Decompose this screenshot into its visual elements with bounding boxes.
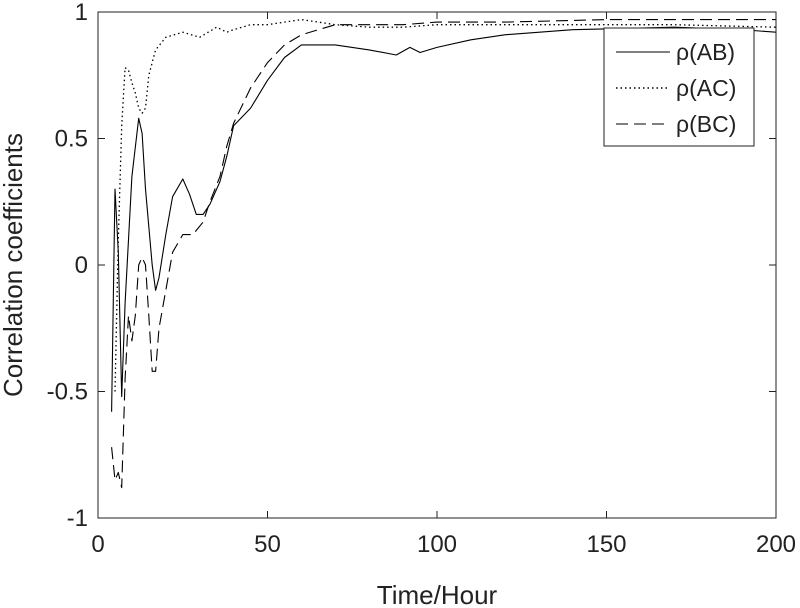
series-line-1 bbox=[111, 26, 777, 412]
y-tick-label: 0 bbox=[75, 252, 88, 279]
legend-label-1: ρ(AB) bbox=[676, 39, 735, 65]
x-tick-label: 100 bbox=[417, 531, 457, 558]
y-axis-label: Correlation coefficients bbox=[0, 133, 28, 397]
legend: ρ(AB) ρ(AC) ρ(BC) bbox=[603, 27, 755, 147]
series-line-3 bbox=[111, 19, 776, 489]
ticks-layer: 0 50 100 150 200 -1 -0.5 0 0.5 1 bbox=[47, 0, 796, 558]
legend-label-3: ρ(BC) bbox=[676, 111, 736, 137]
x-tick-label: 150 bbox=[586, 531, 626, 558]
y-tick-label: -1 bbox=[67, 505, 88, 532]
x-tick-label: 200 bbox=[756, 531, 796, 558]
y-tick-label: 1 bbox=[75, 0, 88, 26]
y-tick-label: -0.5 bbox=[47, 379, 88, 406]
x-tick-label: 50 bbox=[254, 531, 281, 558]
series-layer bbox=[111, 18, 777, 489]
legend-label-2: ρ(AC) bbox=[676, 75, 736, 101]
x-tick-label: 0 bbox=[91, 531, 104, 558]
legend-box bbox=[603, 27, 755, 147]
x-axis-label: Time/Hour bbox=[377, 580, 498, 608]
y-tick-label: 0.5 bbox=[55, 126, 88, 153]
